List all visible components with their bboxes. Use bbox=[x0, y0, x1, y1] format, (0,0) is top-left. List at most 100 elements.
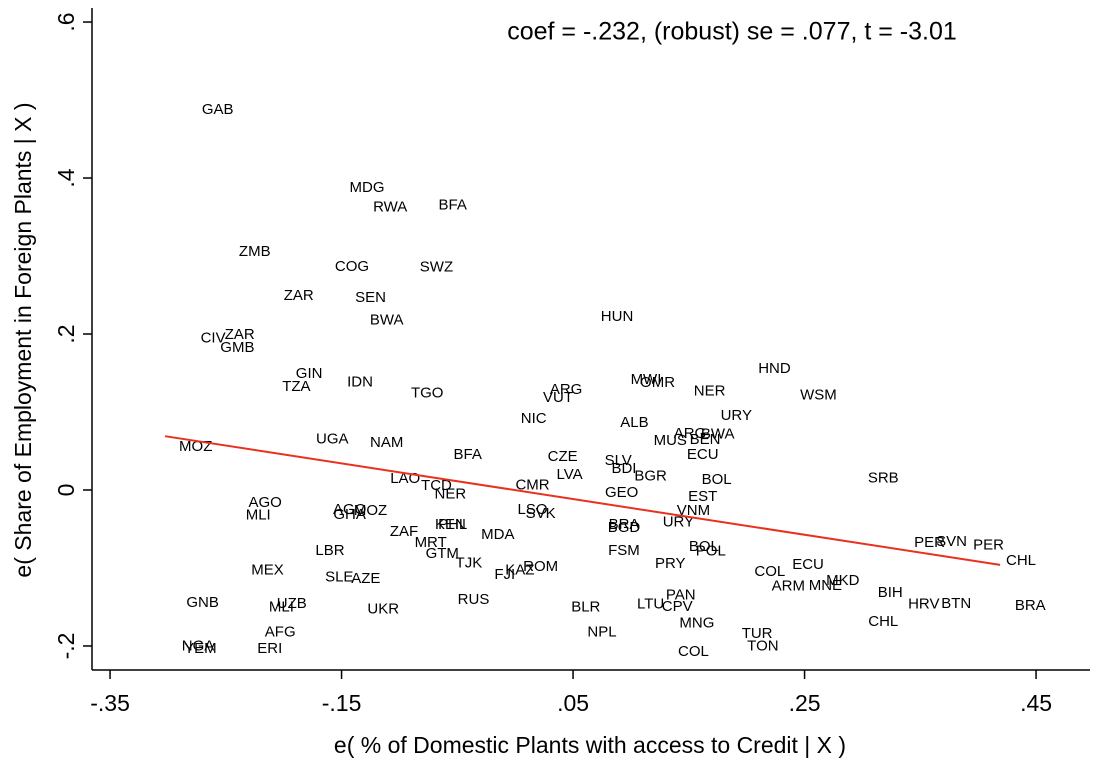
point-label: URY bbox=[721, 407, 752, 424]
point-label: GTM bbox=[426, 545, 459, 562]
point-label: BFA bbox=[438, 196, 466, 213]
point-label: ZAR bbox=[284, 287, 314, 304]
point-label: LBR bbox=[315, 542, 344, 559]
point-label: MWI bbox=[631, 371, 662, 388]
point-label: TON bbox=[747, 638, 778, 655]
point-label: CZE bbox=[548, 448, 578, 465]
point-label: KEN bbox=[435, 516, 466, 533]
point-label: NER bbox=[435, 486, 467, 503]
point-label: HRV bbox=[908, 596, 939, 613]
point-label: GEO bbox=[605, 484, 638, 501]
point-label: YEM bbox=[184, 640, 217, 657]
point-label: UGA bbox=[316, 430, 349, 447]
point-label: CPV bbox=[662, 598, 693, 615]
point-label: AZE bbox=[351, 570, 380, 587]
point-label: BOL bbox=[702, 471, 732, 488]
point-label: EST bbox=[688, 488, 717, 505]
point-label: FSM bbox=[608, 542, 640, 559]
point-label: BRA bbox=[609, 516, 640, 533]
point-label: ZAF bbox=[390, 523, 418, 540]
point-label: GIN bbox=[296, 365, 323, 382]
point-label: MRT bbox=[415, 534, 447, 551]
point-label: FJI bbox=[494, 566, 515, 583]
point-label: MDA bbox=[481, 526, 514, 543]
point-label: MDG bbox=[350, 179, 385, 196]
x-tick-label: .05 bbox=[557, 690, 589, 716]
point-label: COG bbox=[335, 258, 369, 275]
point-label: HUN bbox=[601, 308, 634, 325]
point-label: NPL bbox=[587, 624, 616, 641]
point-label: BFA bbox=[454, 446, 482, 463]
point-label: COL bbox=[754, 563, 785, 580]
annotation: coef = -.232, (robust) se = .077, t = -3… bbox=[507, 18, 957, 46]
point-label: MNE bbox=[809, 577, 842, 594]
point-label: NER bbox=[694, 383, 726, 400]
point-label: MNG bbox=[679, 614, 714, 631]
point-label: AFG bbox=[265, 624, 296, 641]
point-label: BIH bbox=[878, 584, 903, 601]
point-label: CHL bbox=[1006, 552, 1036, 569]
point-label: SEN bbox=[355, 289, 386, 306]
point-label: ARM bbox=[772, 578, 805, 595]
point-label: GNB bbox=[186, 594, 219, 611]
point-label: VUT bbox=[543, 389, 573, 406]
fit-line bbox=[164, 435, 1001, 566]
point-label: NIC bbox=[521, 410, 547, 427]
point-label: PHL bbox=[438, 516, 467, 533]
point-label: SRB bbox=[868, 469, 899, 486]
point-label: HND bbox=[758, 360, 791, 377]
point-label: CIV bbox=[201, 330, 226, 347]
point-label: BWA bbox=[370, 312, 404, 329]
x-tick-label: .45 bbox=[1020, 690, 1052, 716]
point-label: ARG bbox=[674, 425, 707, 442]
point-label: RWA bbox=[373, 199, 407, 216]
point-label: TZA bbox=[282, 378, 310, 395]
y-tick-label: -.2 bbox=[53, 633, 79, 660]
x-tick-label: -.15 bbox=[322, 690, 362, 716]
point-label: BGD bbox=[608, 519, 641, 536]
point-label: AGO bbox=[248, 494, 281, 511]
point-label: BEN bbox=[690, 431, 721, 448]
point-label: SVN bbox=[936, 533, 967, 550]
point-label: MKD bbox=[826, 572, 860, 589]
point-label: ALB bbox=[620, 414, 648, 431]
point-label: GMB bbox=[220, 339, 254, 356]
y-axis-label: e( Share of Employment in Foreign Plants… bbox=[10, 102, 36, 577]
point-label: COL bbox=[678, 643, 709, 660]
point-label: MLI bbox=[246, 507, 271, 524]
point-label: ECU bbox=[687, 446, 719, 463]
point-label: BGR bbox=[634, 468, 667, 485]
point-label: MOZ bbox=[354, 502, 387, 519]
point-label: ECU bbox=[792, 556, 824, 573]
point-label: CHL bbox=[868, 613, 898, 630]
point-label: WSM bbox=[800, 387, 837, 404]
x-tick-label: -.35 bbox=[90, 690, 130, 716]
point-label: ERI bbox=[257, 640, 282, 657]
point-label: TJK bbox=[456, 554, 483, 571]
x-axis-label: e( % of Domestic Plants with access to C… bbox=[334, 732, 846, 758]
point-label: POL bbox=[696, 543, 726, 560]
point-label: SLE bbox=[325, 568, 353, 585]
point-label: BLR bbox=[571, 599, 600, 616]
point-label: BRA bbox=[1015, 597, 1046, 614]
point-label: KAZ bbox=[505, 561, 534, 578]
point-label: MUS bbox=[654, 432, 687, 449]
point-label: AGO bbox=[333, 501, 366, 518]
y-tick-label: .6 bbox=[53, 12, 79, 31]
point-label: BWA bbox=[701, 426, 735, 443]
point-label: CMR bbox=[515, 476, 549, 493]
y-tick-label: .2 bbox=[53, 324, 79, 343]
point-label: BTN bbox=[941, 595, 971, 612]
point-label: UZB bbox=[277, 595, 307, 612]
point-label: SWZ bbox=[420, 259, 453, 276]
point-label: RUS bbox=[458, 591, 490, 608]
point-label: TUR bbox=[742, 625, 773, 642]
point-label: GHA bbox=[333, 506, 366, 523]
point-label: PAN bbox=[666, 586, 696, 603]
point-label: NGA bbox=[182, 638, 215, 655]
y-tick-label: .4 bbox=[53, 168, 79, 187]
point-label: TGO bbox=[411, 384, 444, 401]
y-tick-label: 0 bbox=[53, 484, 79, 497]
point-label: ARG bbox=[550, 381, 583, 398]
